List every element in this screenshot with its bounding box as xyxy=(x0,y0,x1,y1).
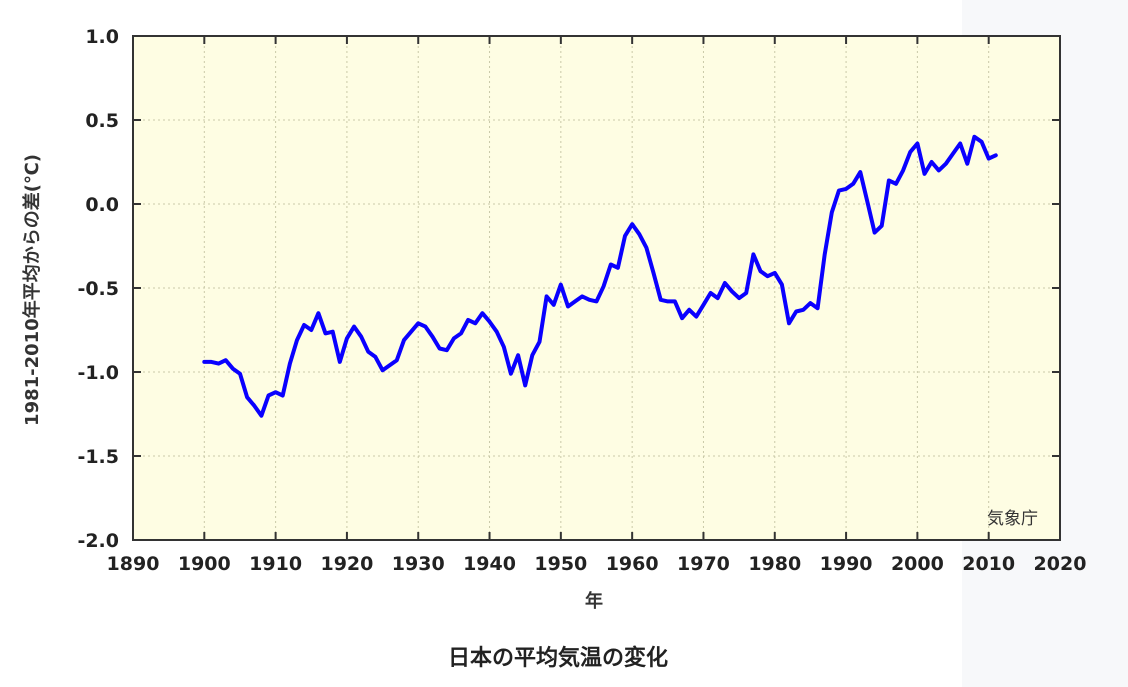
y-tick-label: -1.0 xyxy=(77,362,119,384)
x-tick-label: 1960 xyxy=(606,553,659,575)
y-tick-label: -0.5 xyxy=(77,278,119,300)
temperature-anomaly-line xyxy=(202,134,998,418)
x-tick-label: 2020 xyxy=(1034,553,1087,575)
y-axis-title: 1981-2010年平均からの差(℃) xyxy=(21,154,43,426)
x-tick-label: 1890 xyxy=(107,553,160,575)
y-tick-label: 1.0 xyxy=(85,26,119,48)
x-tick-label: 1950 xyxy=(534,553,587,575)
y-axis-tick-labels: 1.0 0.5 0.0 -0.5 -1.0 -1.5 -2.0 xyxy=(77,26,119,552)
x-tick-label: 1920 xyxy=(320,553,373,575)
x-tick-label: 2000 xyxy=(891,553,944,575)
x-tick-label: 1980 xyxy=(748,553,801,575)
y-tick-label: -1.5 xyxy=(77,446,119,468)
figure-caption-text: 日本の平均気温の変化 xyxy=(447,646,668,671)
source-watermark: 気象庁 xyxy=(987,509,1038,529)
x-tick-label: 1900 xyxy=(178,553,231,575)
figure-caption: 日本の平均気温の変化 xyxy=(0,640,1128,672)
y-tick-label: -2.0 xyxy=(77,530,119,552)
x-axis-tick-labels: 1890 1900 1910 1920 1930 1940 1950 1960 1970 1980… xyxy=(107,553,1087,575)
plot-frame xyxy=(132,35,1061,541)
plot-area xyxy=(133,36,1060,540)
y-tick-label: 0.5 xyxy=(85,110,119,132)
x-tick-label: 1930 xyxy=(392,553,445,575)
x-tick-label: 2010 xyxy=(962,553,1015,575)
gridlines xyxy=(133,36,1060,540)
x-tick-label: 1910 xyxy=(249,553,302,575)
axis-ticks xyxy=(133,36,1060,540)
x-tick-label: 1940 xyxy=(463,553,516,575)
y-tick-label: 0.0 xyxy=(85,194,119,216)
x-tick-label: 1990 xyxy=(820,553,873,575)
x-axis-title: 年 xyxy=(585,590,603,612)
x-tick-label: 1970 xyxy=(677,553,730,575)
